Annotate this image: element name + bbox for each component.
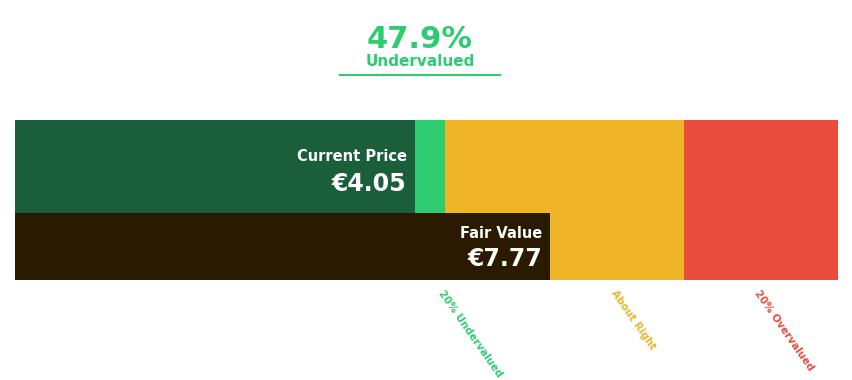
Bar [683,120,837,280]
Text: About Right: About Right [608,288,657,351]
Bar [444,120,550,280]
Text: Fair Value: Fair Value [459,226,541,241]
Bar [15,120,414,221]
Text: 20% Overvalued: 20% Overvalued [752,288,815,372]
Text: €7.77: €7.77 [467,247,541,271]
Text: Undervalued: Undervalued [365,54,474,70]
Text: Current Price: Current Price [296,149,406,164]
Text: 20% Undervalued: 20% Undervalued [436,288,504,379]
Text: 47.9%: 47.9% [366,25,473,54]
Text: €4.05: €4.05 [331,173,406,196]
Bar [15,120,444,280]
Bar [550,120,683,280]
Bar [15,213,550,280]
